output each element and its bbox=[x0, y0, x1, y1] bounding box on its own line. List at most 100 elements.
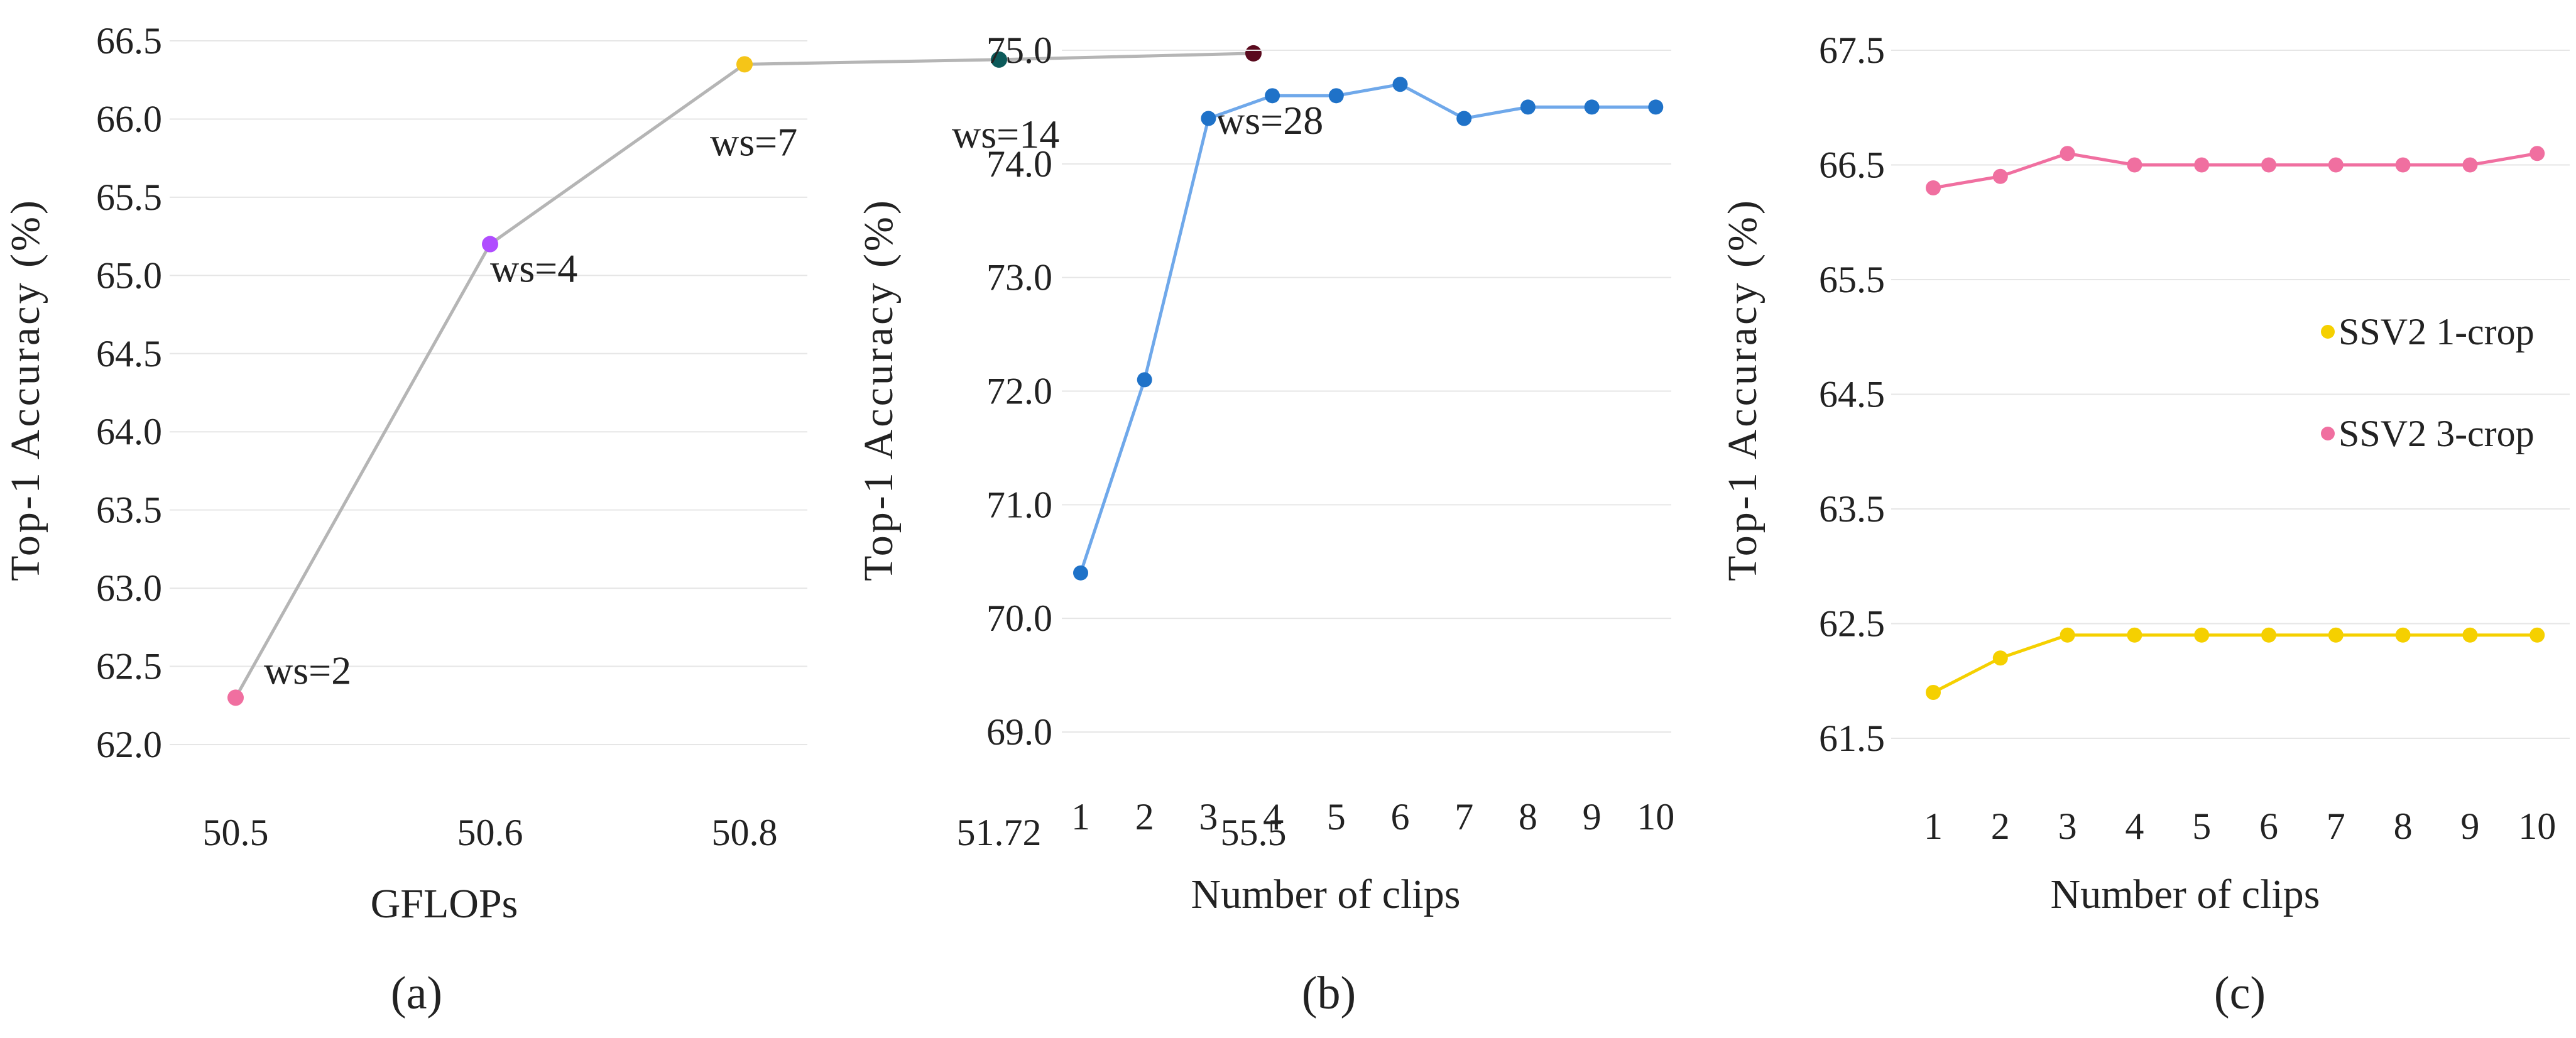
y-axis-title: Top-1 Accuracy (%) bbox=[1720, 198, 1766, 581]
y-tick-label: 74.0 bbox=[986, 143, 1052, 185]
data-point bbox=[1137, 372, 1152, 388]
legend-marker bbox=[2321, 325, 2335, 339]
point-annotation: ws=4 bbox=[490, 246, 577, 291]
y-tick-label: 71.0 bbox=[986, 484, 1052, 525]
y-tick-label: 65.5 bbox=[96, 177, 162, 218]
x-tick-label: 5 bbox=[2192, 806, 2211, 847]
x-tick-label: 4 bbox=[2125, 806, 2144, 847]
data-point bbox=[1520, 99, 1536, 115]
x-axis-title: Number of clips bbox=[1191, 871, 1461, 917]
data-point bbox=[227, 689, 244, 706]
x-tick-label: 50.8 bbox=[712, 812, 778, 853]
data-point bbox=[991, 51, 1007, 68]
series-line bbox=[1932, 633, 2538, 694]
y-axis-title: Top-1 Accuracy (%) bbox=[3, 198, 48, 581]
panel-b: 69.0 70.0 71.0 72.0 73.0 74.0 75.0 1 2 3 4 5 6 7 8 9 10 N… bbox=[856, 30, 1674, 1019]
data-point bbox=[2395, 157, 2411, 173]
data-point bbox=[1992, 168, 2008, 184]
data-point bbox=[1392, 77, 1408, 92]
panel-a: 62.0 62.5 63.0 63.5 64.0 64.5 65.0 65.5 66.0 66.5… bbox=[3, 20, 1323, 1019]
data-point bbox=[482, 236, 498, 253]
panel-c: 61.5 62.5 63.5 64.5 65.5 66.5 67.5 1 2 3 4 5 6 7 8 9 10 N… bbox=[1720, 30, 2570, 1019]
x-tick-label: 2 bbox=[1135, 796, 1154, 838]
x-tick-label: 50.5 bbox=[203, 812, 269, 853]
x-tick-label: 6 bbox=[2259, 806, 2278, 847]
x-tick-label: 50.6 bbox=[457, 812, 523, 853]
x-axis-title: Number of clips bbox=[2051, 871, 2320, 917]
y-tick-label: 70.0 bbox=[986, 598, 1052, 639]
data-point bbox=[1926, 180, 1941, 195]
data-point bbox=[2060, 627, 2075, 643]
point-annotation: ws=2 bbox=[264, 648, 351, 692]
y-tick-label: 62.0 bbox=[96, 724, 162, 765]
data-point bbox=[1265, 88, 1280, 104]
point-annotation: ws=28 bbox=[1216, 98, 1323, 143]
data-point bbox=[2194, 157, 2210, 173]
x-tick-label: 1 bbox=[1071, 796, 1090, 838]
data-point bbox=[2328, 627, 2344, 643]
data-point bbox=[2127, 157, 2142, 173]
y-tick-label: 75.0 bbox=[986, 30, 1052, 71]
x-tick-label: 3 bbox=[2058, 806, 2077, 847]
x-tick-label: 10 bbox=[2518, 806, 2556, 847]
x-tick-label: 3 bbox=[1199, 796, 1218, 838]
data-point bbox=[1926, 685, 1941, 700]
data-point bbox=[2530, 627, 2545, 643]
data-point bbox=[2127, 627, 2142, 643]
x-tick-label: 9 bbox=[1583, 796, 1602, 838]
data-point bbox=[1648, 99, 1664, 115]
data-point bbox=[2194, 627, 2210, 643]
series-line bbox=[1079, 82, 1656, 574]
panel-caption: (b) bbox=[1302, 968, 1356, 1019]
data-point bbox=[1584, 99, 1600, 115]
x-tick-label: 7 bbox=[2327, 806, 2345, 847]
x-tick-label: 7 bbox=[1454, 796, 1473, 838]
y-axis-title: Top-1 Accuracy (%) bbox=[856, 198, 902, 581]
y-tick-label: 65.5 bbox=[1819, 259, 1885, 300]
x-tick-label: 5 bbox=[1327, 796, 1346, 838]
series-line bbox=[1933, 151, 2538, 190]
x-tick-label: 4 bbox=[1263, 796, 1282, 838]
x-tick-label: 51.72 bbox=[957, 812, 1042, 853]
y-tick-label: 72.0 bbox=[986, 371, 1052, 412]
x-tick-label: 55.5 bbox=[1221, 812, 1287, 853]
legend-marker bbox=[2321, 427, 2335, 440]
x-tick-label: 8 bbox=[2394, 806, 2413, 847]
y-tick-label: 66.5 bbox=[1819, 145, 1885, 186]
y-tick-label: 67.5 bbox=[1819, 30, 1885, 71]
y-tick-label: 64.5 bbox=[96, 333, 162, 374]
data-point bbox=[2530, 146, 2545, 161]
data-point bbox=[1201, 111, 1216, 126]
y-tick-label: 64.5 bbox=[1819, 374, 1885, 415]
y-tick-label: 62.5 bbox=[1819, 603, 1885, 645]
y-tick-label: 66.0 bbox=[96, 98, 162, 139]
data-point bbox=[1456, 111, 1472, 126]
x-tick-label: 2 bbox=[1991, 806, 2010, 847]
y-tick-label: 66.5 bbox=[96, 20, 162, 62]
x-tick-label: 10 bbox=[1637, 796, 1674, 838]
data-point bbox=[1328, 88, 1344, 104]
legend-label: SSV2 1-crop bbox=[2339, 311, 2535, 352]
y-tick-label: 63.0 bbox=[96, 567, 162, 609]
data-point bbox=[2462, 627, 2478, 643]
legend-label: SSV2 3-crop bbox=[2339, 413, 2535, 454]
data-point bbox=[2060, 146, 2075, 161]
data-point bbox=[1992, 650, 2008, 666]
panel-caption: (a) bbox=[391, 968, 442, 1019]
y-tick-label: 64.0 bbox=[96, 411, 162, 452]
y-tick-label: 63.5 bbox=[1819, 488, 1885, 530]
y-tick-label: 65.0 bbox=[96, 254, 162, 296]
x-tick-label: 1 bbox=[1924, 806, 1943, 847]
x-tick-label: 8 bbox=[1519, 796, 1537, 838]
y-tick-label: 62.5 bbox=[96, 646, 162, 687]
y-tick-label: 61.5 bbox=[1819, 718, 1885, 759]
x-axis-title: GFLOPs bbox=[371, 881, 518, 927]
y-tick-label: 73.0 bbox=[986, 257, 1052, 298]
data-point bbox=[736, 56, 753, 73]
data-point bbox=[2261, 157, 2276, 173]
panel-caption: (c) bbox=[2214, 968, 2266, 1019]
x-tick-label: 9 bbox=[2460, 806, 2479, 847]
data-point bbox=[1245, 45, 1262, 62]
point-annotation: ws=7 bbox=[710, 119, 797, 164]
